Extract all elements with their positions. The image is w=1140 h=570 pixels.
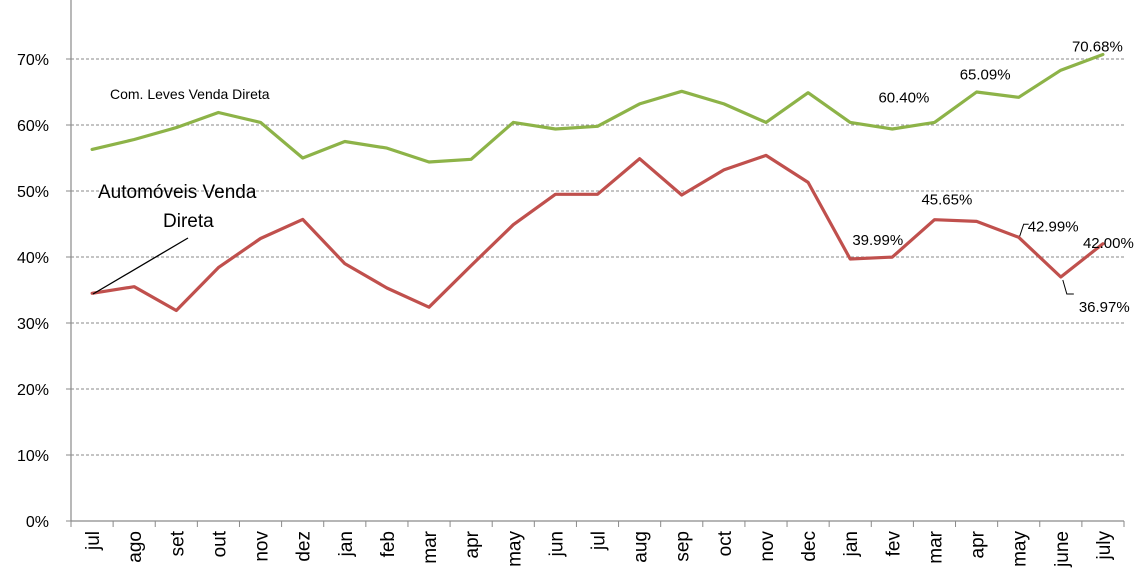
green-series-annotation: Com. Leves Venda Direta [110,86,270,102]
y-tick-label: 50% [17,184,49,201]
x-tick-label: jul [83,531,104,551]
series-lines [90,52,1105,313]
x-tick-label: out [209,530,230,557]
x-tick-label: apr [968,530,989,558]
data-label: 60.40% [878,89,929,106]
y-axis-tick-labels: 0% 10% 20% 30% 40% 50% 60% 70% 80% [17,0,49,531]
x-tick-label: mar [925,530,946,563]
x-tick-label: apr [462,530,483,558]
x-tick-label: dec [799,531,820,562]
y-tick-label: 60% [17,118,49,135]
data-label: 39.99% [852,232,903,249]
x-tick-label: oct [715,530,736,556]
red-series-annotation-line1: Automóveis Venda [98,182,257,203]
data-label-leader [1062,279,1074,295]
y-tick-label: 20% [17,382,49,399]
data-label: 70.68% [1072,39,1123,56]
x-tick-label: sep [673,531,694,562]
data-label: 42.00% [1083,235,1134,252]
data-label: 42.99% [1028,218,1079,235]
y-tick-label: 70% [17,52,49,69]
y-tick-label: 0% [26,514,49,531]
data-label: 36.97% [1079,299,1130,316]
x-tick-label: jan [336,531,357,557]
data-label-leader [1019,223,1029,237]
x-tick-label: aug [631,531,652,563]
x-tick-label: june [1052,531,1073,568]
series-line-com-leves [90,52,1105,164]
data-label: 45.65% [921,192,972,209]
x-tick-label: fev [883,531,904,557]
x-tick-label: mar [420,530,441,563]
x-tick-label: jul [589,531,610,551]
x-tick-label: dez [294,531,315,562]
series-line-automoveis [90,153,1105,313]
x-tick-label: jan [841,531,862,557]
data-label: 65.09% [960,66,1011,83]
data-labels: 60.40% 65.09% 70.68% 39.99% 45.65% 42.99% 36.9… [852,39,1133,316]
x-tick-label: nov [757,531,778,562]
y-tick-label: 80% [17,0,49,3]
y-tick-label: 30% [17,316,49,333]
x-tick-label: may [1010,531,1031,567]
y-tick-label: 10% [17,448,49,465]
x-tick-label: may [504,531,525,567]
x-tick-label: feb [378,531,399,557]
y-tick-label: 40% [17,250,49,267]
axes [66,0,1125,527]
x-tick-label: ago [125,531,146,563]
x-tick-label: set [167,530,188,556]
red-series-annotation-leader [92,237,189,295]
red-series-annotation-line2: Direta [163,211,214,232]
annotations: Com. Leves Venda Direta Automóveis Venda… [92,86,270,295]
x-tick-label: nov [252,531,273,562]
x-tick-label: jun [546,531,567,557]
x-tick-label: july [1094,531,1115,561]
x-axis-tick-labels: jul ago set out nov dez jan feb mar apr may jun jul a… [83,530,1115,568]
